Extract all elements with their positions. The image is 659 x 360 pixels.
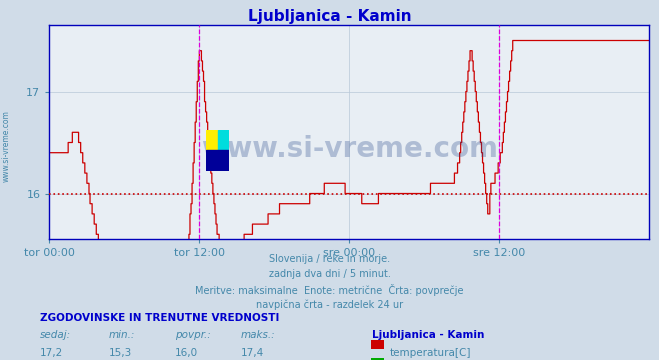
Text: 16,0: 16,0: [175, 348, 198, 359]
Text: zadnja dva dni / 5 minut.: zadnja dva dni / 5 minut.: [269, 269, 390, 279]
Text: navpična črta - razdelek 24 ur: navpična črta - razdelek 24 ur: [256, 299, 403, 310]
Text: www.si-vreme.com: www.si-vreme.com: [2, 110, 11, 182]
Text: 15,3: 15,3: [109, 348, 132, 359]
Text: 17,4: 17,4: [241, 348, 264, 359]
Text: maks.:: maks.:: [241, 330, 275, 341]
Text: ZGODOVINSKE IN TRENUTNE VREDNOSTI: ZGODOVINSKE IN TRENUTNE VREDNOSTI: [40, 313, 279, 323]
Text: sedaj:: sedaj:: [40, 330, 71, 341]
Bar: [206, 130, 217, 150]
Text: www.si-vreme.com: www.si-vreme.com: [201, 135, 498, 163]
Text: 17,2: 17,2: [40, 348, 63, 359]
Text: min.:: min.:: [109, 330, 135, 341]
Bar: [217, 130, 229, 150]
Text: Slovenija / reke in morje.: Slovenija / reke in morje.: [269, 254, 390, 264]
Text: Ljubljanica - Kamin: Ljubljanica - Kamin: [248, 9, 411, 24]
Text: temperatura[C]: temperatura[C]: [390, 348, 472, 359]
Text: povpr.:: povpr.:: [175, 330, 210, 341]
Text: Meritve: maksimalne  Enote: metrične  Črta: povprečje: Meritve: maksimalne Enote: metrične Črta…: [195, 284, 464, 296]
Bar: [206, 150, 229, 171]
Text: Ljubljanica - Kamin: Ljubljanica - Kamin: [372, 330, 485, 341]
